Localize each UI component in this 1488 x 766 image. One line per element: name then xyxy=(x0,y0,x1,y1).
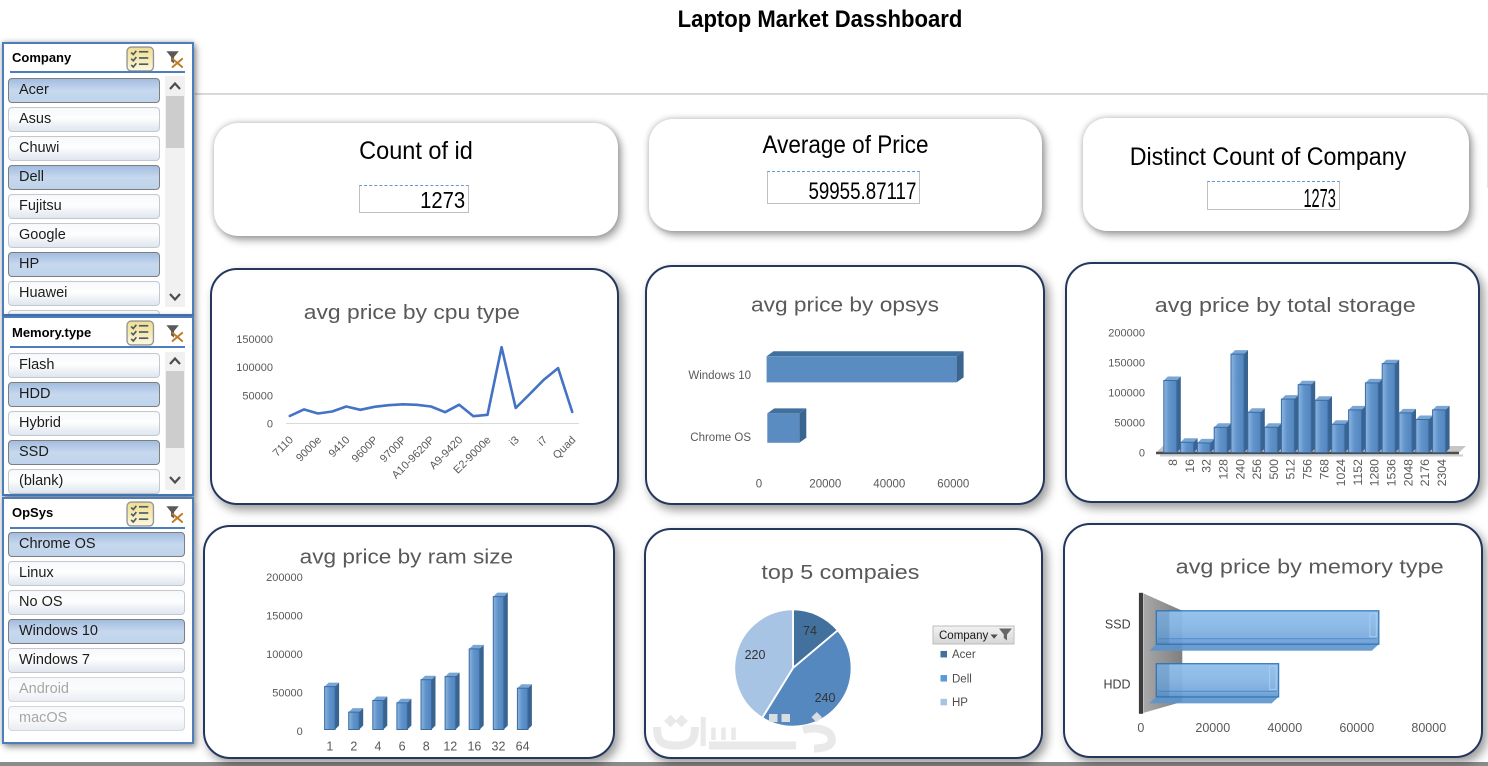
svg-text:0: 0 xyxy=(756,479,762,491)
svg-text:128: 128 xyxy=(1216,459,1230,480)
svg-text:2: 2 xyxy=(350,740,357,754)
svg-text:240: 240 xyxy=(1233,459,1247,480)
svg-text:74: 74 xyxy=(803,624,817,638)
svg-text:Acer: Acer xyxy=(952,649,976,661)
svg-text:50000: 50000 xyxy=(1114,418,1145,430)
svg-text:240: 240 xyxy=(815,691,836,705)
svg-text:64: 64 xyxy=(516,740,530,754)
svg-text:80000: 80000 xyxy=(1411,721,1446,735)
svg-text:6: 6 xyxy=(399,740,406,754)
svg-text:SSD: SSD xyxy=(1105,617,1131,631)
svg-text:1: 1 xyxy=(326,740,333,754)
svg-text:256: 256 xyxy=(1250,459,1264,480)
svg-text:4: 4 xyxy=(375,740,382,754)
svg-text:avg price by opsys: avg price by opsys xyxy=(751,295,939,317)
svg-text:220: 220 xyxy=(745,648,766,662)
svg-text:60000: 60000 xyxy=(937,479,969,491)
svg-text:40000: 40000 xyxy=(1267,721,1302,735)
svg-text:150000: 150000 xyxy=(1108,358,1145,370)
svg-text:8: 8 xyxy=(423,740,430,754)
svg-text:1536: 1536 xyxy=(1384,459,1398,487)
svg-text:HDD: HDD xyxy=(1104,677,1131,691)
svg-text:16: 16 xyxy=(1183,459,1197,473)
svg-text:avg price by total storage: avg price by total storage xyxy=(1155,295,1416,317)
svg-text:150000: 150000 xyxy=(236,334,273,346)
svg-text:0: 0 xyxy=(297,726,303,738)
svg-text:HP: HP xyxy=(952,697,968,709)
svg-text:Dell: Dell xyxy=(952,673,972,685)
svg-text:12: 12 xyxy=(443,740,457,754)
svg-text:200000: 200000 xyxy=(266,572,303,584)
svg-text:100000: 100000 xyxy=(266,649,303,661)
svg-text:100000: 100000 xyxy=(236,362,273,374)
svg-text:2176: 2176 xyxy=(1418,459,1432,487)
svg-text:Windows 10: Windows 10 xyxy=(688,370,751,382)
svg-text:50000: 50000 xyxy=(272,688,303,700)
svg-text:16: 16 xyxy=(467,740,481,754)
svg-text:Chrome OS: Chrome OS xyxy=(690,432,751,444)
svg-text:500: 500 xyxy=(1267,459,1281,480)
svg-text:32: 32 xyxy=(492,740,506,754)
svg-text:200000: 200000 xyxy=(1108,328,1145,340)
svg-text:2304: 2304 xyxy=(1435,459,1449,487)
svg-text:100000: 100000 xyxy=(1108,388,1145,400)
svg-text:avg price by ram size: avg price by ram size xyxy=(300,547,514,569)
svg-text:8: 8 xyxy=(1166,459,1180,466)
svg-text:40000: 40000 xyxy=(873,479,905,491)
svg-text:768: 768 xyxy=(1317,459,1331,480)
svg-text:512: 512 xyxy=(1284,459,1298,480)
svg-text:150000: 150000 xyxy=(266,611,303,623)
svg-text:60000: 60000 xyxy=(1339,721,1374,735)
svg-text:top 5 compaies: top 5 compaies xyxy=(761,562,919,584)
svg-text:50000: 50000 xyxy=(242,390,273,402)
svg-text:756: 756 xyxy=(1300,459,1314,480)
svg-text:0: 0 xyxy=(267,419,273,431)
svg-text:0: 0 xyxy=(1137,721,1144,735)
svg-text:0: 0 xyxy=(1139,448,1145,460)
svg-text:avg price by memory type: avg price by memory type xyxy=(1176,557,1444,579)
svg-text:20000: 20000 xyxy=(809,479,841,491)
svg-text:20000: 20000 xyxy=(1195,721,1230,735)
svg-text:avg price by cpu type: avg price by cpu type xyxy=(304,302,520,324)
svg-text:2048: 2048 xyxy=(1401,459,1415,487)
svg-text:1280: 1280 xyxy=(1368,459,1382,487)
svg-text:1024: 1024 xyxy=(1334,459,1348,487)
svg-text:Company: Company xyxy=(939,630,988,642)
svg-text:32: 32 xyxy=(1200,459,1214,473)
svg-text:1152: 1152 xyxy=(1351,459,1365,486)
